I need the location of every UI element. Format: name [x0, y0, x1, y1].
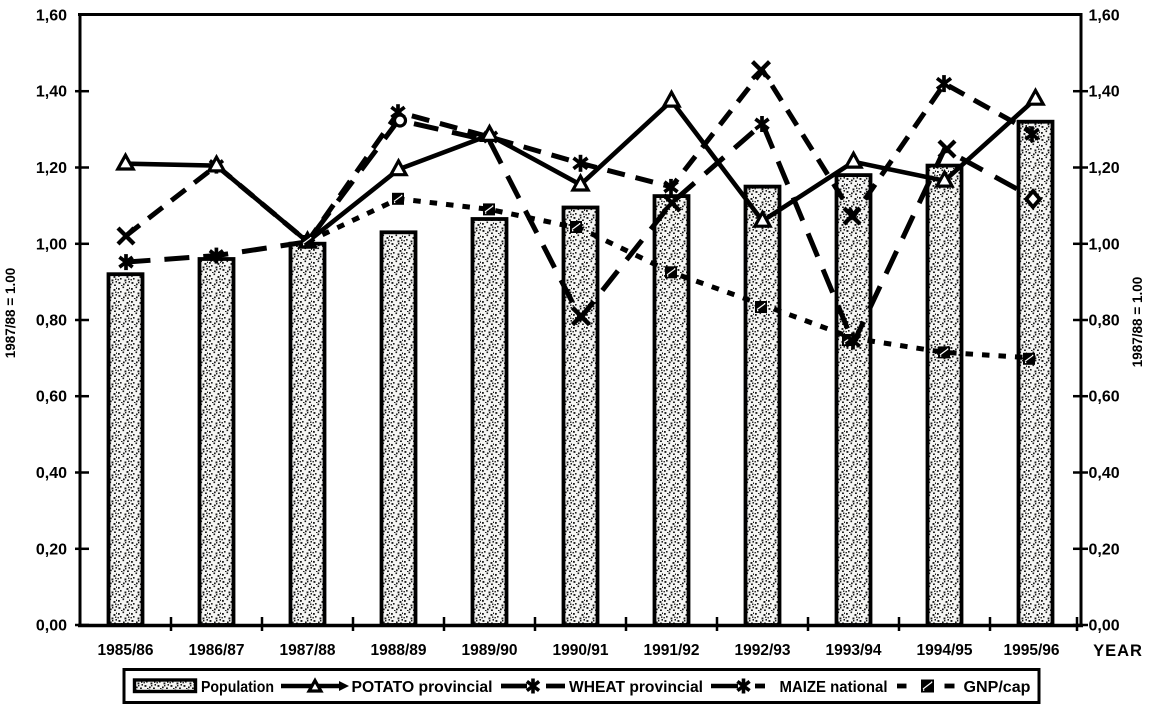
svg-text:1985/86: 1985/86 [97, 642, 153, 659]
svg-text:WHEAT provincial: WHEAT provincial [569, 679, 703, 696]
svg-text:MAIZE national: MAIZE national [780, 679, 888, 696]
svg-text:0,40: 0,40 [36, 465, 67, 482]
svg-text:0,00: 0,00 [36, 618, 67, 635]
svg-text:1986/87: 1986/87 [188, 642, 244, 659]
svg-text:0,80: 0,80 [36, 313, 67, 330]
svg-text:1,40: 1,40 [1089, 84, 1120, 101]
svg-text:1,00: 1,00 [1089, 236, 1120, 253]
svg-text:1987/88 = 1.00: 1987/88 = 1.00 [1130, 277, 1145, 367]
svg-text:1994/95: 1994/95 [916, 642, 972, 659]
svg-text:0,80: 0,80 [1089, 313, 1120, 330]
svg-text:1988/89: 1988/89 [370, 642, 426, 659]
svg-text:0,60: 0,60 [1089, 389, 1120, 406]
svg-text:1995/96: 1995/96 [1003, 642, 1059, 659]
svg-text:0,40: 0,40 [1089, 465, 1120, 482]
svg-text:1993/94: 1993/94 [825, 642, 881, 659]
svg-text:0,20: 0,20 [1089, 541, 1120, 558]
svg-text:1990/91: 1990/91 [552, 642, 608, 659]
svg-text:0,00: 0,00 [1089, 618, 1120, 635]
svg-text:GNP/cap: GNP/cap [964, 679, 1031, 696]
svg-text:1987/88: 1987/88 [279, 642, 335, 659]
svg-text:1,20: 1,20 [1089, 160, 1120, 177]
svg-text:1,00: 1,00 [36, 236, 67, 253]
svg-text:1,40: 1,40 [36, 84, 67, 101]
svg-text:0,60: 0,60 [36, 389, 67, 406]
svg-text:1991/92: 1991/92 [643, 642, 699, 659]
svg-text:YEAR: YEAR [1093, 642, 1143, 660]
svg-text:0,20: 0,20 [36, 541, 67, 558]
svg-text:1992/93: 1992/93 [734, 642, 790, 659]
svg-text:1,60: 1,60 [36, 8, 67, 25]
svg-text:1989/90: 1989/90 [461, 642, 517, 659]
svg-text:POTATO provincial: POTATO provincial [352, 679, 493, 696]
svg-text:1,60: 1,60 [1089, 8, 1120, 25]
svg-text:Population: Population [201, 679, 274, 696]
svg-text:1,20: 1,20 [36, 160, 67, 177]
svg-text:1987/88 = 1.00: 1987/88 = 1.00 [3, 268, 18, 358]
